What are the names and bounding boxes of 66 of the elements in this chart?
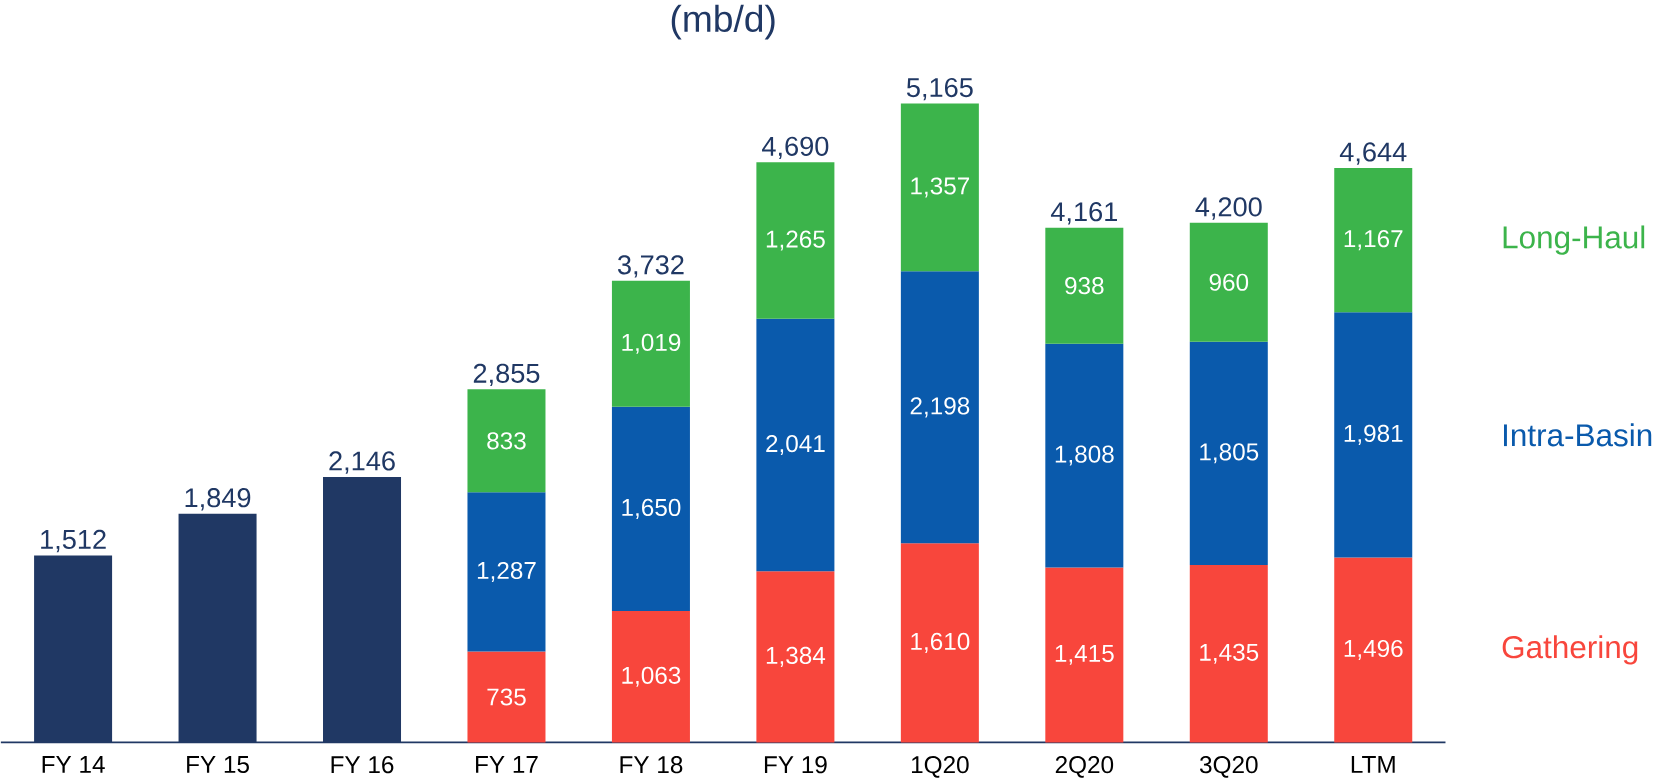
total-label: 4,161 [1050, 201, 1117, 225]
bar [1045, 567, 1124, 743]
data-label: 938 [1065, 276, 1104, 295]
data-label: 960 [1209, 273, 1249, 291]
data-label: 1,019 [622, 333, 681, 354]
chart-title: (mb/d) [671, 4, 775, 40]
x-tick-label: 2Q20 [1055, 755, 1114, 778]
total-label: 3,732 [617, 254, 684, 278]
x-tick-label: FY 18 [620, 755, 683, 774]
total-label: 4,200 [1195, 197, 1262, 220]
total-label: 1,512 [41, 529, 106, 553]
x-tick-label: 1Q20 [911, 755, 969, 778]
x-tick-label: LTM [1351, 755, 1395, 773]
bar [1189, 341, 1268, 565]
bar [756, 571, 835, 743]
bar [900, 543, 979, 743]
data-label: 1,496 [1344, 639, 1403, 660]
data-label: 1,287 [477, 561, 536, 582]
data-label: 2,198 [910, 397, 970, 418]
bar [900, 271, 979, 544]
data-label: 1,981 [1344, 424, 1403, 445]
bar [1045, 227, 1124, 344]
total-label: 1,849 [185, 487, 251, 511]
data-label: 1,805 [1200, 443, 1259, 464]
data-label: 1,063 [622, 666, 681, 687]
text: Long-Haul [1503, 225, 1645, 255]
bar [1334, 167, 1413, 313]
bar [467, 651, 546, 743]
x-tick-label: FY 16 [331, 755, 394, 774]
bar [467, 492, 546, 652]
total-label: 2,146 [329, 451, 395, 474]
bar [611, 406, 690, 611]
data-label: 1,357 [911, 177, 970, 198]
x-tick-label: FY 15 [187, 755, 249, 773]
bar [1334, 557, 1413, 743]
bar [756, 318, 835, 572]
total-label: 4,644 [1339, 142, 1407, 165]
x-tick-label: FY 19 [764, 755, 827, 774]
bar [900, 103, 979, 272]
x-tick-label: FY 17 [476, 755, 538, 773]
total-label: 2,855 [473, 363, 540, 386]
total-label: 5,165 [906, 77, 973, 101]
bar [1189, 564, 1268, 743]
bar [1189, 222, 1268, 342]
x-tick-label: FY 14 [42, 755, 105, 773]
data-label: 1,265 [766, 230, 825, 251]
data-label: 1,435 [1200, 643, 1259, 664]
total-label: 4,690 [762, 136, 829, 159]
bar [1334, 312, 1413, 558]
text: Gathering [1502, 635, 1638, 665]
data-label: 1,384 [766, 646, 826, 667]
data-label: 1,415 [1055, 644, 1114, 665]
bar [467, 389, 546, 493]
text: Intra-Basin [1503, 423, 1652, 447]
data-label: 1,808 [1055, 445, 1114, 466]
data-label: 735 [487, 688, 526, 706]
x-tick-label: 3Q20 [1199, 755, 1258, 778]
data-label: 1,167 [1344, 229, 1403, 250]
data-label: 1,610 [911, 632, 970, 653]
bar [756, 162, 835, 319]
data-label: 2,041 [766, 434, 825, 455]
bar [1045, 343, 1124, 568]
data-label: 1,650 [622, 498, 681, 519]
bar [611, 610, 690, 743]
bar [611, 280, 690, 407]
data-label: 833 [487, 431, 526, 450]
